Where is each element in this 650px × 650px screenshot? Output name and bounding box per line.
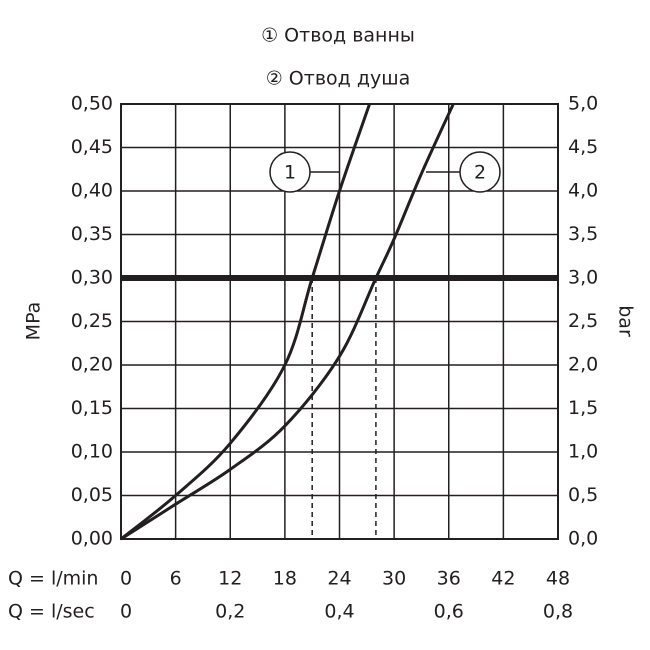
- plot-frame: [120, 103, 559, 540]
- x-tick-label: 0: [120, 568, 132, 590]
- y2-tick-label: 4,0: [568, 180, 598, 202]
- y-tick-label: 0,35: [71, 223, 113, 245]
- y-tick-label: 0,05: [71, 484, 113, 506]
- y-tick-label: 0,50: [71, 93, 113, 115]
- series-line: [120, 103, 455, 541]
- x-tick-label: 42: [491, 568, 515, 590]
- series-marker: [269, 151, 311, 193]
- y-tick-label: 0,40: [71, 180, 113, 202]
- y2-tick-label: 3,0: [568, 267, 598, 289]
- x-tick-label: 48: [546, 568, 570, 590]
- y2-tick-label: 0,5: [568, 484, 598, 506]
- y2-tick-label: 0,0: [568, 528, 598, 550]
- y-tick-label: 0,25: [71, 310, 113, 332]
- x2-tick-label: 0,4: [324, 601, 354, 623]
- x2-tick-label: 0,2: [215, 601, 245, 623]
- series-label: 1: [284, 162, 296, 184]
- y2-tick-label: 2,0: [568, 354, 598, 376]
- y2-tick-label: 4,5: [568, 136, 598, 158]
- x-tick-label: 18: [273, 568, 297, 590]
- y-tick-label: 0,00: [71, 528, 113, 550]
- y-axis-label: MPa: [23, 302, 45, 341]
- series-label: 2: [474, 162, 486, 184]
- x-tick-label: 12: [218, 568, 242, 590]
- y2-tick-label: 1,5: [568, 397, 598, 419]
- x2-tick-label: 0,6: [434, 601, 464, 623]
- y2-tick-label: 2,5: [568, 310, 598, 332]
- y2-tick-label: 1,0: [568, 441, 598, 463]
- y-tick-label: 0,15: [71, 397, 113, 419]
- x2-tick-label: 0: [120, 601, 132, 623]
- y-tick-label: 0,30: [71, 267, 113, 289]
- x2-tick-label: 0,8: [543, 601, 573, 623]
- y2-tick-label: 3,5: [568, 223, 598, 245]
- y2-tick-label: 5,0: [568, 93, 598, 115]
- series-line: [120, 103, 371, 541]
- chart-subtitle: ② Отвод душа: [266, 68, 411, 90]
- x-tick-label: 24: [327, 568, 351, 590]
- x-tick-label: 6: [170, 568, 182, 590]
- series-marker: [459, 151, 501, 193]
- y2-axis-label: bar: [615, 305, 637, 337]
- x2-axis-label: Q = l/sec: [8, 601, 95, 623]
- x-tick-label: 30: [382, 568, 406, 590]
- y-tick-label: 0,20: [71, 354, 113, 376]
- y-tick-label: 0,10: [71, 441, 113, 463]
- chart-title: ① Отвод ванны: [261, 25, 415, 47]
- x-tick-label: 36: [437, 568, 461, 590]
- y-tick-label: 0,45: [71, 136, 113, 158]
- x-axis-label: Q = l/min: [8, 568, 98, 590]
